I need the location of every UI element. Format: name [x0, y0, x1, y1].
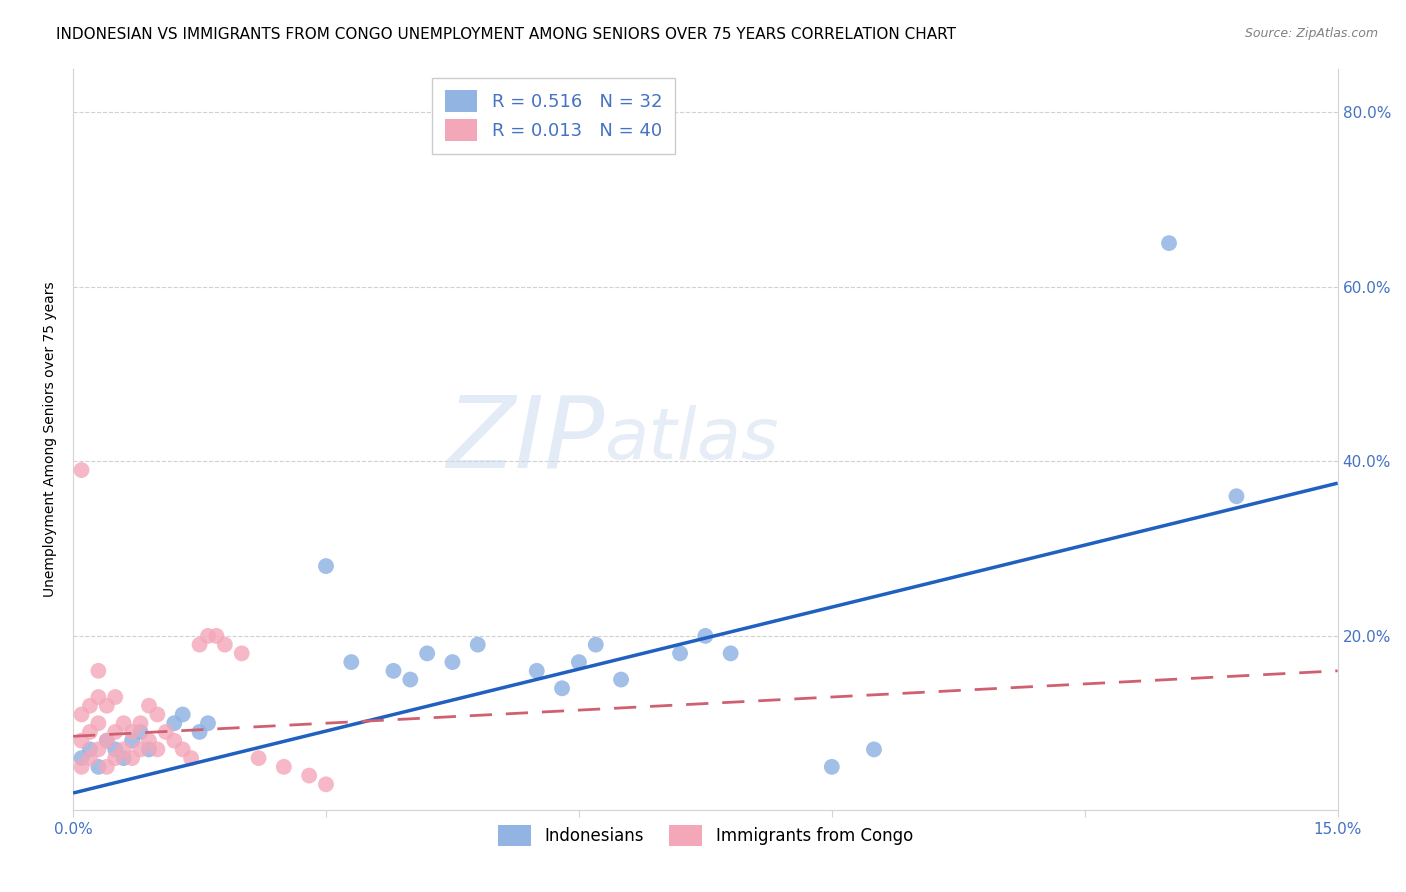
- Point: [79, 698, 101, 713]
- Point: [610, 673, 633, 687]
- Point: [146, 707, 169, 722]
- Legend: Indonesians, Immigrants from Congo: Indonesians, Immigrants from Congo: [489, 817, 921, 855]
- Point: [205, 629, 228, 643]
- Point: [526, 664, 548, 678]
- Point: [1225, 489, 1247, 503]
- Point: [138, 698, 160, 713]
- Point: [695, 629, 717, 643]
- Point: [87, 760, 110, 774]
- Point: [70, 733, 93, 747]
- Point: [1157, 236, 1180, 251]
- Point: [568, 655, 591, 669]
- Point: [104, 725, 127, 739]
- Point: [121, 725, 143, 739]
- Point: [340, 655, 363, 669]
- Point: [87, 716, 110, 731]
- Point: [172, 742, 194, 756]
- Point: [188, 725, 211, 739]
- Point: [382, 664, 405, 678]
- Text: atlas: atlas: [605, 405, 779, 474]
- Point: [87, 742, 110, 756]
- Point: [121, 733, 143, 747]
- Point: [231, 646, 253, 660]
- Point: [441, 655, 464, 669]
- Point: [112, 716, 135, 731]
- Point: [197, 629, 219, 643]
- Point: [273, 760, 295, 774]
- Point: [138, 742, 160, 756]
- Point: [79, 751, 101, 765]
- Point: [247, 751, 270, 765]
- Point: [399, 673, 422, 687]
- Point: [112, 751, 135, 765]
- Point: [87, 690, 110, 704]
- Text: ZIP: ZIP: [446, 391, 605, 488]
- Point: [129, 742, 152, 756]
- Point: [121, 751, 143, 765]
- Point: [146, 742, 169, 756]
- Point: [87, 664, 110, 678]
- Point: [129, 716, 152, 731]
- Point: [70, 760, 93, 774]
- Point: [180, 751, 202, 765]
- Y-axis label: Unemployment Among Seniors over 75 years: Unemployment Among Seniors over 75 years: [44, 282, 58, 598]
- Point: [79, 725, 101, 739]
- Point: [172, 707, 194, 722]
- Point: [70, 751, 93, 765]
- Point: [163, 733, 186, 747]
- Point: [298, 768, 321, 782]
- Point: [104, 690, 127, 704]
- Point: [96, 698, 118, 713]
- Point: [79, 742, 101, 756]
- Point: [315, 777, 337, 791]
- Point: [821, 760, 844, 774]
- Point: [863, 742, 886, 756]
- Point: [96, 760, 118, 774]
- Text: Source: ZipAtlas.com: Source: ZipAtlas.com: [1244, 27, 1378, 40]
- Point: [96, 733, 118, 747]
- Text: INDONESIAN VS IMMIGRANTS FROM CONGO UNEMPLOYMENT AMONG SENIORS OVER 75 YEARS COR: INDONESIAN VS IMMIGRANTS FROM CONGO UNEM…: [56, 27, 956, 42]
- Point: [163, 716, 186, 731]
- Point: [138, 733, 160, 747]
- Point: [104, 742, 127, 756]
- Point: [315, 559, 337, 574]
- Point: [70, 707, 93, 722]
- Point: [467, 638, 489, 652]
- Point: [197, 716, 219, 731]
- Point: [585, 638, 607, 652]
- Point: [104, 751, 127, 765]
- Point: [70, 463, 93, 477]
- Point: [155, 725, 177, 739]
- Point: [551, 681, 574, 696]
- Point: [669, 646, 692, 660]
- Point: [214, 638, 236, 652]
- Point: [112, 742, 135, 756]
- Point: [416, 646, 439, 660]
- Point: [188, 638, 211, 652]
- Point: [96, 733, 118, 747]
- Point: [720, 646, 742, 660]
- Point: [129, 725, 152, 739]
